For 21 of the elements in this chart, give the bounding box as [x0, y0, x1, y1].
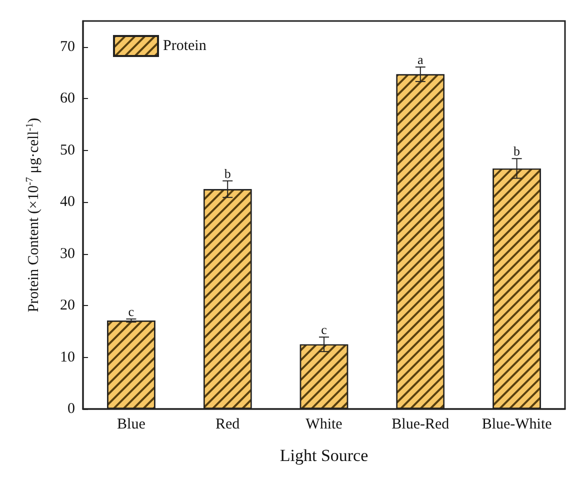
- y-tick-label: 20: [60, 298, 75, 314]
- y-axis-title: Protein Content (×10-7 μg·cell-1): [24, 118, 42, 312]
- x-tick-label: Blue: [117, 416, 146, 432]
- y-tick-label: 50: [60, 142, 75, 158]
- x-tick-label: Blue-Red: [392, 416, 450, 432]
- data-label: a: [418, 52, 424, 68]
- x-tick-label: Red: [216, 416, 240, 432]
- data-label: c: [128, 304, 134, 319]
- y-tick-label: 0: [68, 401, 75, 417]
- data-label: c: [321, 322, 328, 338]
- y-tick-label: 40: [60, 194, 75, 210]
- x-tick-label: Blue-White: [482, 416, 552, 432]
- y-tick-label: 30: [60, 246, 75, 262]
- legend-label: Protein: [163, 38, 207, 54]
- x-axis-title: Light Source: [280, 446, 368, 465]
- y-tick-label: 60: [60, 90, 75, 107]
- x-tick-label: White: [306, 416, 343, 432]
- y-tick-label: 70: [60, 38, 75, 55]
- data-label: b: [224, 166, 231, 181]
- data-label: b: [514, 144, 520, 159]
- y-tick-label: 10: [60, 349, 75, 366]
